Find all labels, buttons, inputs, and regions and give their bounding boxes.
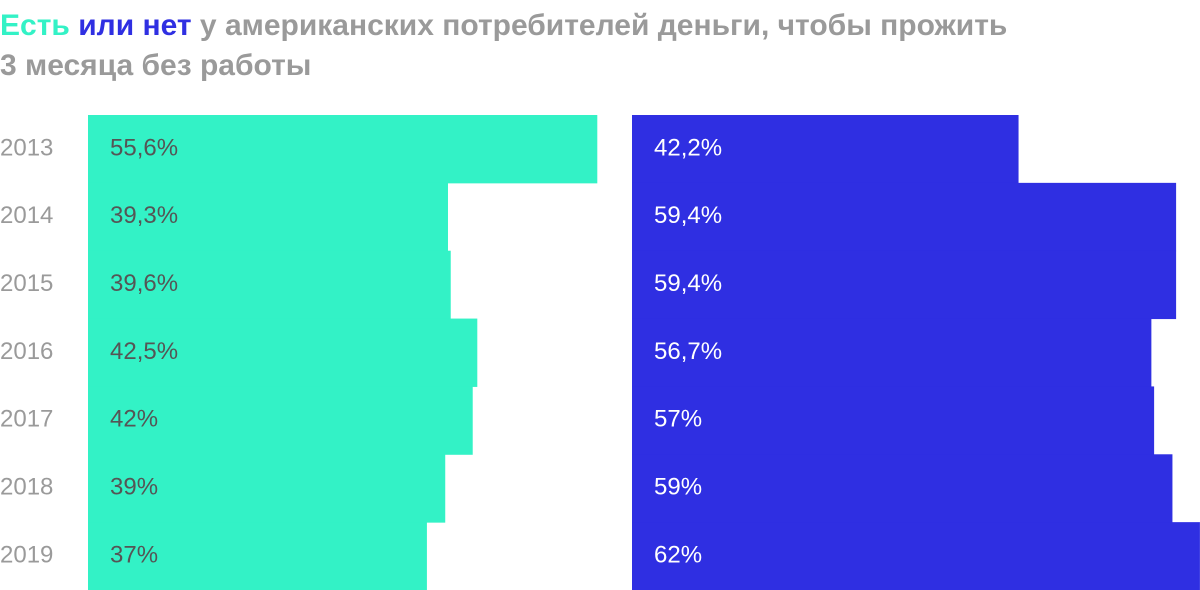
y-tick-label: 2019 xyxy=(0,541,53,568)
y-tick-label: 2017 xyxy=(0,406,53,433)
chart-title-line2: 3 месяца без работы xyxy=(0,49,311,82)
value-label: 42,2% xyxy=(654,134,722,161)
value-label: 39% xyxy=(110,474,158,501)
value-label: 57% xyxy=(654,406,702,433)
bar xyxy=(88,182,448,252)
y-tick-label: 2018 xyxy=(0,474,53,501)
y-tick-label: 2014 xyxy=(0,202,53,229)
value-label: 59,4% xyxy=(654,202,722,229)
y-tick-label: 2013 xyxy=(0,134,53,161)
bar xyxy=(88,250,451,320)
bar xyxy=(632,250,1177,320)
bar xyxy=(88,454,446,523)
value-label: 39,3% xyxy=(110,202,178,229)
bar xyxy=(88,522,427,590)
title-rest: у американских потребителей деньги, чтоб… xyxy=(200,9,1007,42)
y-tick-label: 2015 xyxy=(0,270,53,297)
value-label: 42,5% xyxy=(110,338,178,365)
bar xyxy=(88,115,598,184)
value-label: 55,6% xyxy=(110,134,178,161)
bar xyxy=(632,522,1200,590)
title-series-0: Есть xyxy=(0,9,70,42)
chart-title: Есть или нет у американских потребителей… xyxy=(0,9,1007,42)
bar xyxy=(88,318,478,387)
value-label: 37% xyxy=(110,541,158,568)
value-label: 62% xyxy=(654,541,702,568)
bar xyxy=(632,386,1155,455)
bar xyxy=(88,386,473,455)
value-label: 56,7% xyxy=(654,338,722,365)
bar xyxy=(632,115,1019,184)
y-tick-label: 2016 xyxy=(0,338,53,365)
bar xyxy=(632,182,1177,252)
value-label: 59% xyxy=(654,474,702,501)
title-series-1: или нет xyxy=(78,9,191,42)
bar xyxy=(632,454,1173,523)
bar xyxy=(632,318,1152,387)
value-label: 42% xyxy=(110,406,158,433)
value-label: 59,4% xyxy=(654,270,722,297)
value-label: 39,6% xyxy=(110,270,178,297)
